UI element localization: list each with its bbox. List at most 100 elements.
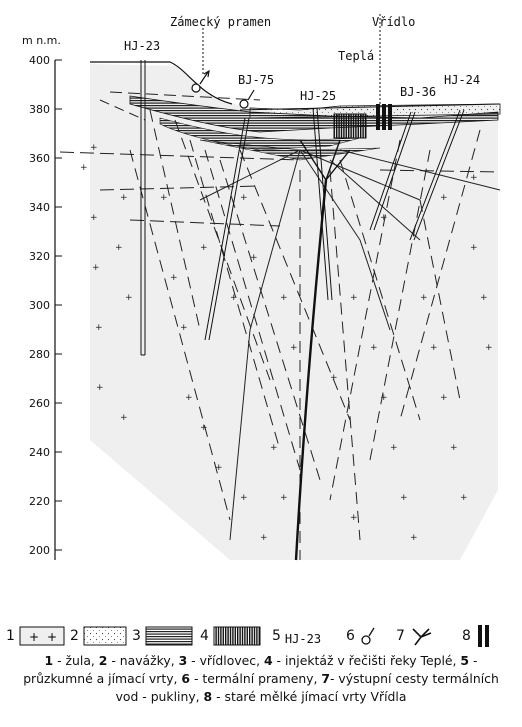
caption-number: 1 <box>44 653 54 668</box>
label-hj23: HJ-23 <box>124 39 160 53</box>
y-tick-label: 380 <box>29 103 50 116</box>
borehole-hj24 <box>409 109 465 241</box>
y-tick-label: 200 <box>29 544 50 557</box>
legend-caption: 1 - žula, 2 - navážky, 3 - vřídlovec, 4 … <box>10 652 512 706</box>
y-tick-label: 300 <box>29 299 50 312</box>
caption-number: 2 <box>98 653 108 668</box>
granite-symbols: + + + + + + + + + + + + + + + + + + + + + + + + + + + + + + + + + + + + + + + +… <box>80 143 493 543</box>
injection-swatch <box>213 626 261 646</box>
label-zamecky-pramen: Zámecký pramen <box>170 15 271 29</box>
geological-cross-section: m n.m. 400 380 360 340 320 300 280 260 240 220 200 <box>22 14 501 561</box>
vridlovec-wedge <box>199 139 381 161</box>
granite-cross: + <box>250 253 258 263</box>
granite-cross: + <box>290 343 298 353</box>
legend-num: 1 <box>6 628 15 644</box>
granite-cross: + <box>185 393 193 403</box>
caption-number: 3 <box>178 653 188 668</box>
caption-number: 5 <box>460 653 470 668</box>
granite-cross: + <box>90 213 98 223</box>
granite-cross: + <box>470 173 478 183</box>
caption-text: - žula, <box>53 653 99 668</box>
granite-cross: + <box>440 393 448 403</box>
legend-item-7: 7 <box>396 622 433 650</box>
vridlovec-swatch <box>145 626 193 646</box>
y-tick-label: 280 <box>29 348 50 361</box>
granite-cross: + <box>380 213 388 223</box>
borehole-hj25 <box>312 107 333 301</box>
boreholes <box>140 60 465 356</box>
legend-item-1: 1 + + <box>6 622 65 650</box>
y-tick-label: 400 <box>29 54 50 67</box>
granite-cross: + <box>115 243 123 253</box>
granite-cross: + <box>480 293 488 303</box>
granite-cross: + <box>180 323 188 333</box>
caption-text: - vřídlovec, <box>187 653 264 668</box>
fill-swatch <box>83 626 127 646</box>
caption-number: 4 <box>263 653 273 668</box>
fissure-icon <box>412 628 432 646</box>
caption-text: - injektáž v řečišti řeky Teplé, <box>272 653 461 668</box>
legend-item-2: 2 <box>70 622 127 650</box>
granite-cross: + <box>370 343 378 353</box>
y-tick-label: 360 <box>29 152 50 165</box>
surface-deposits <box>90 61 501 161</box>
y-tick-label: 260 <box>29 397 50 410</box>
granite-cross: + <box>390 443 398 453</box>
granite-cross: + <box>200 423 208 433</box>
main-thermal-conduit <box>294 179 328 561</box>
granite-cross: + <box>215 463 223 473</box>
label-bj36: BJ-36 <box>400 85 436 99</box>
fissures <box>59 91 501 560</box>
legend-item-5: 5 HJ-23 <box>272 628 322 646</box>
legend-item-4: 4 <box>200 622 261 650</box>
granite-cross: + <box>120 193 128 203</box>
granite-cross: + <box>430 343 438 353</box>
y-tick-label: 220 <box>29 495 50 508</box>
granite-cross: + <box>420 293 428 303</box>
vridlovec-layer <box>129 95 499 133</box>
y-tick-label: 240 <box>29 446 50 459</box>
caption-number: 7 <box>321 671 331 686</box>
caption-text: - průzkumné a jímací vrty, <box>23 653 478 686</box>
granite-cross: + <box>240 493 248 503</box>
borehole-hj23 <box>140 60 146 356</box>
granite-cross: + <box>350 293 358 303</box>
granite-cross: + <box>400 493 408 503</box>
granite-cross: + <box>485 343 493 353</box>
granite-cross: + <box>280 493 288 503</box>
granite-cross: + <box>280 293 288 303</box>
borehole-label-sample: HJ-23 <box>284 632 322 646</box>
caption-number: 8 <box>203 689 213 704</box>
granite-cross: + <box>120 413 128 423</box>
granite-cross: + <box>95 323 103 333</box>
caption-text: - výstupní cesty termálních vod - puklin… <box>115 671 499 704</box>
granite-cross: + <box>240 193 248 203</box>
spring-icon <box>361 627 375 645</box>
granite-cross: + <box>330 373 338 383</box>
y-axis: m n.m. 400 380 360 340 320 300 280 260 240 220 200 <box>22 34 62 560</box>
caption-text: - termální prameny, <box>190 671 322 686</box>
legend-item-6: 6 <box>346 622 379 650</box>
river-injection-zone <box>333 113 367 139</box>
svg-text:+: + <box>29 630 39 644</box>
label-hj25: HJ-25 <box>300 89 336 103</box>
caption-text: - staré mělké jímací vrty Vřídla <box>212 689 407 704</box>
y-tick-label: 340 <box>29 201 50 214</box>
granite-cross: + <box>350 513 358 523</box>
granite-cross: + <box>380 393 388 403</box>
granite-cross: + <box>200 243 208 253</box>
label-vridlo: Vřídlo <box>372 15 415 29</box>
granite-cross: + <box>92 263 100 273</box>
legend-item-8: 8 <box>462 622 495 650</box>
borehole-bj75 <box>204 117 250 341</box>
caption-text: - navážky, <box>107 653 179 668</box>
y-tick-label: 320 <box>29 250 50 263</box>
granite-cross: + <box>96 383 104 393</box>
thermal-springs <box>191 69 255 109</box>
old-well-icon <box>477 625 489 647</box>
legend-item-3: 3 <box>132 622 193 650</box>
granite-cross: + <box>170 273 178 283</box>
granite-cross: + <box>90 143 98 153</box>
granite-swatch: + + <box>19 626 65 646</box>
granite-cross: + <box>450 443 458 453</box>
